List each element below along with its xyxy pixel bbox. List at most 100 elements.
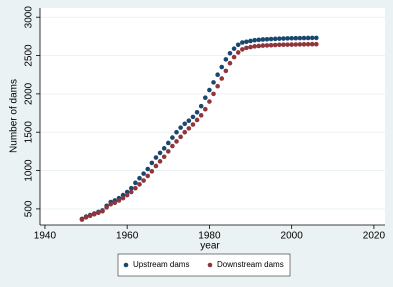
point	[223, 57, 229, 62]
point	[301, 42, 307, 47]
point	[301, 35, 307, 41]
point	[79, 217, 85, 222]
y-tick-label: 3000	[24, 6, 35, 29]
point	[231, 54, 237, 60]
point	[215, 83, 220, 89]
point	[174, 139, 179, 144]
point	[112, 200, 118, 206]
plot-area	[40, 8, 385, 225]
point	[248, 44, 253, 50]
point	[219, 64, 225, 70]
point	[161, 146, 167, 151]
point	[96, 210, 101, 216]
point	[145, 166, 151, 172]
point	[161, 154, 167, 160]
point	[289, 42, 294, 47]
x-tick-label: 2000	[281, 231, 304, 242]
point	[207, 87, 212, 93]
point	[268, 42, 274, 48]
point	[198, 103, 204, 109]
point	[182, 129, 188, 135]
point	[244, 45, 249, 51]
point	[285, 42, 290, 47]
point	[314, 35, 319, 41]
y-axis-label: Number of dams	[9, 79, 20, 153]
legend-box	[117, 253, 291, 277]
point	[272, 42, 278, 48]
point	[128, 189, 134, 195]
point	[277, 42, 282, 48]
x-axis-label: year	[200, 241, 220, 252]
point	[281, 42, 286, 48]
point	[153, 163, 159, 169]
point	[104, 205, 109, 210]
point	[137, 175, 142, 181]
point	[227, 60, 233, 66]
x-tick-label: 1960	[116, 231, 139, 242]
point	[314, 41, 319, 47]
point	[309, 41, 315, 47]
point	[256, 43, 262, 49]
point	[248, 38, 253, 44]
point	[149, 169, 155, 174]
point	[165, 149, 171, 154]
point	[83, 215, 89, 220]
point	[120, 195, 126, 201]
point	[116, 198, 122, 203]
y-tick-label: 2500	[24, 44, 35, 67]
point	[235, 50, 241, 55]
x-tick-label: 1980	[198, 231, 221, 242]
point	[141, 171, 146, 176]
point	[219, 76, 225, 81]
point	[149, 160, 155, 166]
point	[194, 117, 200, 123]
point	[277, 36, 282, 41]
point	[260, 43, 266, 48]
point	[186, 126, 192, 131]
point	[178, 134, 183, 140]
point	[157, 159, 163, 164]
point	[108, 201, 114, 207]
point	[174, 129, 179, 135]
point	[281, 36, 286, 41]
point	[182, 121, 188, 127]
point	[305, 35, 311, 41]
point	[268, 36, 274, 42]
point	[91, 211, 97, 217]
point	[211, 80, 216, 85]
point	[124, 192, 130, 198]
point	[190, 114, 196, 120]
point	[235, 42, 241, 48]
x-tick-label: 2020	[363, 231, 386, 242]
point	[190, 122, 196, 127]
point	[293, 42, 299, 47]
point	[297, 42, 303, 47]
point	[145, 173, 151, 179]
point	[252, 44, 257, 49]
legend-marker	[123, 262, 129, 268]
point	[293, 35, 299, 41]
point	[178, 125, 183, 130]
point	[133, 180, 138, 186]
point	[170, 143, 175, 149]
point	[252, 37, 257, 43]
point	[272, 36, 278, 42]
point	[137, 182, 142, 187]
point	[215, 72, 220, 78]
point	[289, 35, 294, 41]
point	[186, 118, 192, 124]
point	[141, 178, 146, 183]
point	[240, 40, 245, 45]
point	[297, 35, 303, 41]
point	[256, 37, 262, 43]
point	[231, 46, 237, 51]
point	[207, 99, 212, 104]
point	[170, 135, 175, 140]
point	[203, 106, 208, 112]
x-tick-label: 1940	[34, 231, 57, 242]
legend-label: Upstream dams	[133, 260, 189, 269]
point	[100, 208, 105, 214]
point	[157, 150, 163, 156]
legend-label: Downstream dams	[217, 260, 284, 269]
